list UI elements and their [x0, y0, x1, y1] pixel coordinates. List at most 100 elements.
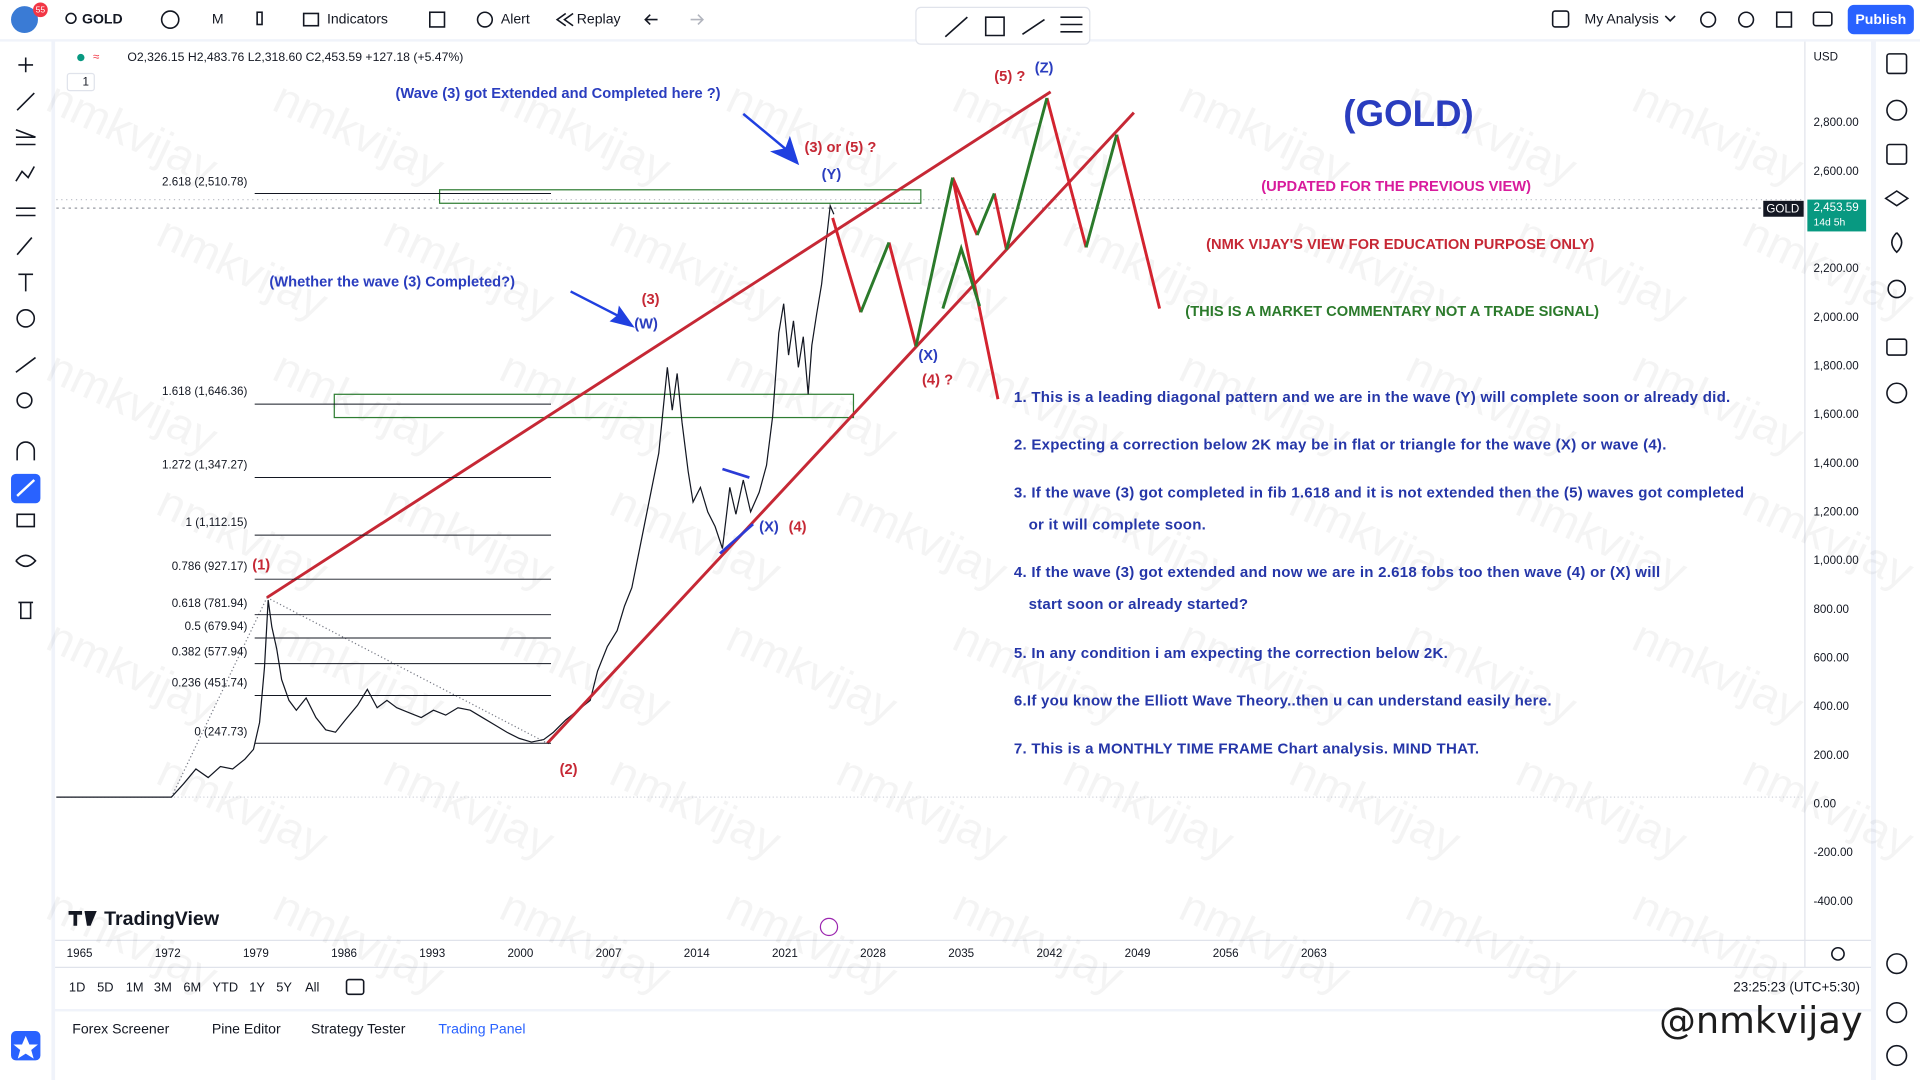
price-label: -400.00	[1813, 895, 1853, 908]
timeframe[interactable]: 1M	[126, 980, 144, 995]
time-label: 2035	[948, 947, 974, 960]
notice: (UPDATED FOR THE PREVIOUS VIEW)	[1261, 179, 1531, 195]
time-label: 1986	[331, 947, 357, 960]
price-label: -200.00	[1813, 846, 1853, 859]
templates[interactable]	[429, 11, 446, 28]
annotation: (X)	[918, 348, 938, 364]
projection-up	[859, 97, 1119, 347]
interval[interactable]: M	[212, 10, 224, 26]
drawing-tools[interactable]	[944, 16, 1083, 38]
time-label: 2063	[1301, 947, 1327, 960]
notice: (THIS IS A MARKET COMMENTARY NOT A TRADE…	[1185, 304, 1599, 320]
fib-lines	[254, 192, 552, 744]
fib-label: 0 (247.73)	[194, 725, 247, 738]
replay[interactable]: Replay	[577, 10, 622, 26]
countdown: 14d 5h	[1813, 218, 1845, 229]
status-mark: ≈	[93, 51, 100, 64]
wedge-upper	[266, 90, 1052, 599]
timeframe[interactable]: 5D	[97, 980, 113, 995]
panel-tab[interactable]: Forex Screener	[72, 1021, 169, 1037]
fib-label: 1.618 (1,646.36)	[162, 385, 247, 398]
indicators[interactable]: Indicators	[327, 10, 388, 26]
panel-tab[interactable]: Pine Editor	[212, 1021, 281, 1037]
fib-label: 0.382 (577.94)	[172, 646, 248, 659]
axis-settings[interactable]	[1831, 946, 1845, 961]
layout-menu[interactable]	[1664, 15, 1676, 22]
timeframe[interactable]: All	[305, 980, 319, 995]
settings[interactable]	[1737, 11, 1755, 28]
symbol-tag-label: GOLD	[1766, 202, 1799, 215]
panel-tab[interactable]: Strategy Tester	[311, 1021, 406, 1037]
redo[interactable]	[690, 14, 704, 26]
fib-zone	[333, 393, 855, 419]
annotation: (3) or (5) ?	[804, 140, 876, 156]
indicators-icon	[302, 12, 320, 27]
alert[interactable]: Alert	[501, 10, 530, 26]
snapshot[interactable]	[1812, 11, 1833, 27]
timeframe[interactable]: 5Y	[276, 980, 292, 995]
replay-icon	[555, 12, 574, 27]
fib-label: 0.5 (679.94)	[185, 620, 248, 633]
fib-label: 1.272 (1,347.27)	[162, 458, 247, 471]
left-toolbar	[0, 41, 52, 1080]
chart-title: (GOLD)	[1343, 93, 1474, 134]
right-sidebar	[1875, 41, 1920, 1080]
time-label: 1972	[155, 947, 181, 960]
timeframe[interactable]: 3M	[154, 980, 172, 995]
publish-label: Publish	[1855, 11, 1906, 27]
layout-checkbox[interactable]	[1551, 10, 1570, 28]
fullscreen[interactable]	[1775, 11, 1793, 28]
time-label: 1979	[243, 947, 269, 960]
badge	[33, 2, 48, 18]
annotation: (Wave (3) got Extended and Completed her…	[396, 86, 721, 102]
time-label: 2000	[507, 947, 533, 960]
note: 6.If you know the Elliott Wave Theory..t…	[1014, 693, 1552, 710]
symbol[interactable]: GOLD	[82, 10, 123, 26]
price-label: 1,800.00	[1813, 360, 1859, 373]
logo: TradingView	[104, 908, 220, 930]
note: 3. If the wave (3) got completed in fib …	[1014, 484, 1744, 501]
logo-icon	[68, 911, 97, 926]
time-label: 2028	[860, 947, 886, 960]
clock: 23:25:23 (UTC+5:30)	[1733, 980, 1860, 995]
annotation: (1)	[252, 558, 270, 574]
fib-label: 1 (1,112.15)	[186, 516, 248, 529]
badge-count: 55	[36, 5, 46, 15]
layout-name[interactable]: My Analysis	[1584, 10, 1658, 26]
fib-label: 0.786 (927.17)	[172, 560, 248, 573]
price-tag	[1807, 199, 1867, 232]
avatar[interactable]	[11, 6, 38, 34]
wedge-lower	[546, 111, 1135, 745]
publish-button[interactable]	[1847, 4, 1914, 35]
note: start soon or already started?	[1029, 596, 1249, 613]
panel-tab[interactable]: Trading Panel	[438, 1021, 525, 1037]
alert-icon	[476, 11, 494, 28]
price-tag-label: 2,453.59	[1813, 201, 1858, 214]
annotation: (Z)	[1035, 60, 1054, 76]
note: 1. This is a leading diagonal pattern an…	[1014, 389, 1731, 406]
price-label: 2,000.00	[1813, 311, 1859, 324]
undo[interactable]	[644, 14, 658, 26]
currency: USD	[1813, 51, 1838, 64]
left-tools[interactable]	[15, 57, 37, 620]
indicator-toggle[interactable]	[66, 72, 95, 92]
timeframe[interactable]: 6M	[183, 980, 201, 995]
timeframe[interactable]: YTD	[212, 980, 238, 995]
time-label: 2021	[772, 947, 798, 960]
note: or it will complete soon.	[1029, 516, 1207, 533]
chart-style[interactable]	[256, 11, 263, 26]
fib-trend	[266, 597, 548, 744]
add-symbol[interactable]	[160, 10, 180, 29]
quick-search[interactable]	[1700, 11, 1717, 28]
timeframe[interactable]: 1D	[69, 980, 85, 995]
symbol-tag	[1763, 200, 1804, 217]
search-icon	[65, 12, 77, 25]
timeframe[interactable]: 1Y	[249, 980, 265, 995]
notice: (NMK VIJAY'S VIEW FOR EDUCATION PURPOSE …	[1206, 237, 1594, 253]
fib-label: 0.618 (781.94)	[172, 597, 248, 610]
event-marker[interactable]	[819, 917, 839, 937]
right-tools[interactable]	[1884, 53, 1910, 1067]
price-label: 400.00	[1813, 700, 1849, 713]
active-tool-icon	[16, 479, 36, 497]
date-range[interactable]	[345, 978, 365, 996]
